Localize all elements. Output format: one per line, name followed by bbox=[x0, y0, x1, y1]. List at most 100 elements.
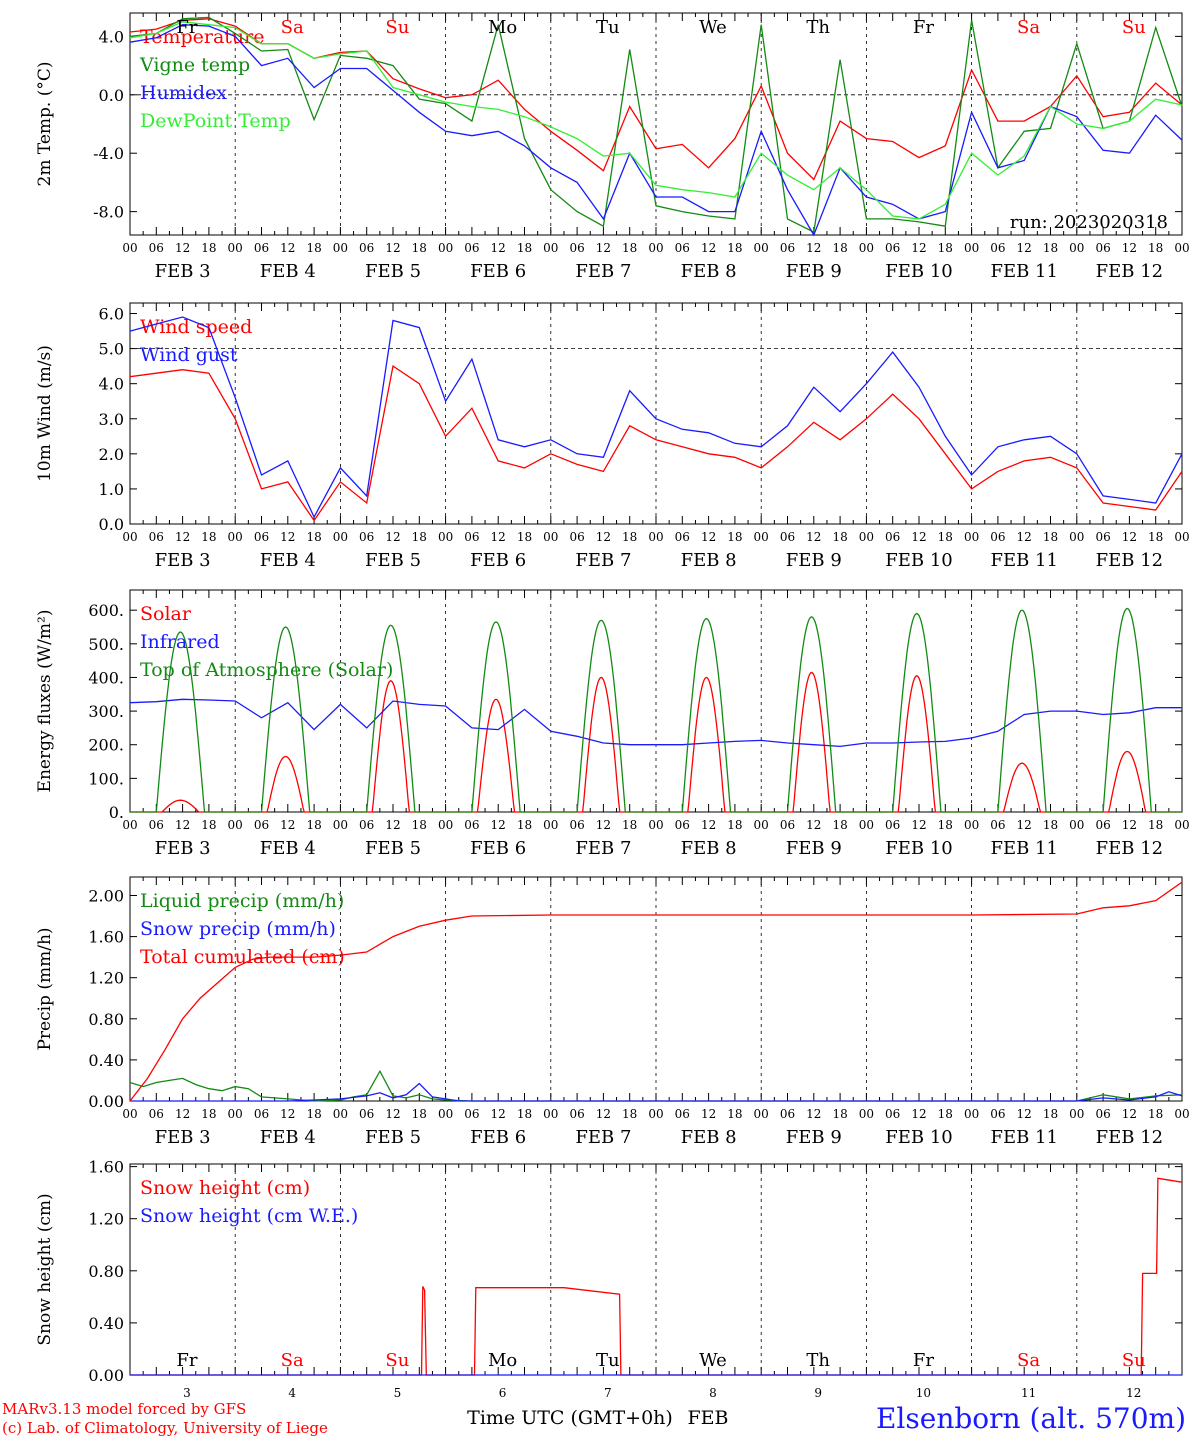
hour-tick-label: 00 bbox=[228, 1107, 243, 1121]
y-tick-label: -8.0 bbox=[93, 203, 124, 222]
hour-tick-label: 06 bbox=[990, 1107, 1005, 1121]
hour-tick-label: 00 bbox=[1174, 818, 1189, 832]
hour-tick-label: 00 bbox=[438, 818, 453, 832]
run-annotation: run: 2023020318 bbox=[1010, 212, 1168, 233]
hour-tick-label: 00 bbox=[122, 818, 137, 832]
hour-tick-label: 12 bbox=[1017, 530, 1032, 544]
hour-tick-label: 00 bbox=[122, 530, 137, 544]
date-label: FEB 5 bbox=[365, 1127, 421, 1148]
y-tick-label: -4.0 bbox=[93, 144, 124, 163]
hour-tick-label: 06 bbox=[149, 530, 164, 544]
day-number-label: 10 bbox=[916, 1386, 931, 1400]
y-tick-label: 100. bbox=[88, 769, 124, 788]
series-line-infrared bbox=[129, 698, 1182, 748]
hour-tick-label: 18 bbox=[412, 241, 427, 255]
hour-tick-label: 12 bbox=[1017, 818, 1032, 832]
date-label: FEB 6 bbox=[470, 550, 526, 571]
hour-tick-label: 12 bbox=[280, 530, 295, 544]
hour-tick-label: 00 bbox=[438, 530, 453, 544]
y-tick-label: 0. bbox=[109, 803, 124, 822]
legend-entry: Total cumulated (cm) bbox=[140, 946, 345, 968]
date-label: FEB 5 bbox=[365, 550, 421, 571]
date-label: FEB 10 bbox=[885, 550, 952, 571]
date-label: FEB 10 bbox=[885, 261, 952, 282]
hour-tick-label: 00 bbox=[438, 241, 453, 255]
hour-tick-label: 18 bbox=[727, 241, 742, 255]
y-axis-title: Energy fluxes (W/m²) bbox=[35, 610, 55, 793]
hour-tick-label: 06 bbox=[569, 530, 584, 544]
hour-tick-label: 06 bbox=[359, 1107, 374, 1121]
legend-entry: Wind speed bbox=[140, 316, 252, 338]
day-number-label: 5 bbox=[394, 1386, 402, 1400]
hour-tick-label: 00 bbox=[228, 530, 243, 544]
date-label: FEB 3 bbox=[155, 261, 211, 282]
legend-entry: Vigne temp bbox=[139, 54, 250, 76]
hour-tick-label: 00 bbox=[543, 530, 558, 544]
date-label: FEB 3 bbox=[155, 1127, 211, 1148]
weekday-label: Fr bbox=[913, 17, 934, 38]
hour-tick-label: 18 bbox=[412, 1107, 427, 1121]
date-label: FEB 4 bbox=[260, 550, 316, 571]
legend-entry: Snow height (cm) bbox=[140, 1177, 310, 1199]
hour-tick-label: 06 bbox=[464, 818, 479, 832]
hour-tick-label: 06 bbox=[149, 818, 164, 832]
day-number-label: 6 bbox=[499, 1386, 507, 1400]
hour-tick-label: 00 bbox=[648, 241, 663, 255]
hour-tick-label: 18 bbox=[1148, 530, 1163, 544]
y-tick-label: 3.0 bbox=[99, 410, 124, 429]
hour-tick-label: 12 bbox=[911, 818, 926, 832]
date-label: FEB 12 bbox=[1096, 261, 1163, 282]
date-label: FEB 4 bbox=[260, 838, 316, 859]
hour-tick-label: 06 bbox=[359, 530, 374, 544]
weekday-label: Su bbox=[385, 1350, 409, 1371]
y-tick-label: 5.0 bbox=[99, 340, 124, 359]
day-number-label: 11 bbox=[1021, 1386, 1036, 1400]
weekday-label: Sa bbox=[281, 1350, 304, 1371]
hour-tick-label: 06 bbox=[990, 818, 1005, 832]
hour-tick-label: 00 bbox=[333, 1107, 348, 1121]
hour-tick-label: 18 bbox=[1148, 818, 1163, 832]
hour-tick-label: 00 bbox=[1174, 1107, 1189, 1121]
hour-tick-label: 00 bbox=[859, 241, 874, 255]
hour-tick-label: 18 bbox=[938, 818, 953, 832]
hour-tick-label: 12 bbox=[596, 241, 611, 255]
hour-tick-label: 06 bbox=[359, 818, 374, 832]
time-axis-title: Time UTC (GMT+0h) bbox=[467, 1407, 673, 1429]
date-label: FEB 11 bbox=[990, 550, 1057, 571]
hour-tick-label: 12 bbox=[1122, 241, 1137, 255]
weekday-label: Mo bbox=[488, 1350, 517, 1371]
date-label: FEB 6 bbox=[470, 838, 526, 859]
y-tick-label: 1.0 bbox=[99, 480, 124, 499]
hour-tick-label: 06 bbox=[990, 530, 1005, 544]
date-label: FEB 7 bbox=[575, 1127, 631, 1148]
series-line-snow-precip-mm-h- bbox=[130, 1082, 1183, 1102]
date-label: FEB 7 bbox=[575, 550, 631, 571]
date-label: FEB 9 bbox=[786, 261, 842, 282]
hour-tick-label: 18 bbox=[412, 818, 427, 832]
date-label: FEB 8 bbox=[681, 1127, 737, 1148]
date-label: FEB 5 bbox=[365, 838, 421, 859]
hour-tick-label: 18 bbox=[306, 530, 321, 544]
hour-tick-label: 06 bbox=[885, 530, 900, 544]
series-line-dewpoint-temp bbox=[129, 21, 1183, 220]
date-label: FEB 3 bbox=[155, 838, 211, 859]
y-tick-label: 0.00 bbox=[88, 1366, 124, 1385]
weekday-label: Fr bbox=[176, 17, 197, 38]
hour-tick-label: 00 bbox=[228, 818, 243, 832]
y-tick-label: 1.60 bbox=[88, 928, 124, 947]
legend-entry: Top of Atmosphere (Solar) bbox=[140, 659, 393, 681]
hour-tick-label: 00 bbox=[1069, 818, 1084, 832]
series-line-vigne-temp bbox=[129, 16, 1183, 234]
y-tick-label: 2.00 bbox=[88, 886, 124, 905]
date-label: FEB 8 bbox=[681, 838, 737, 859]
hour-tick-label: 06 bbox=[254, 1107, 269, 1121]
series-line-humidex bbox=[129, 24, 1183, 237]
y-tick-label: 6.0 bbox=[99, 305, 124, 324]
date-label: FEB 4 bbox=[260, 261, 316, 282]
date-label: FEB 5 bbox=[365, 261, 421, 282]
weekday-label: Sa bbox=[281, 17, 304, 38]
hour-tick-label: 06 bbox=[780, 818, 795, 832]
station-name: Elsenborn (alt. 570m) bbox=[875, 1402, 1186, 1435]
y-axis-title: Snow height (cm) bbox=[35, 1193, 55, 1345]
hour-tick-label: 06 bbox=[1095, 530, 1110, 544]
